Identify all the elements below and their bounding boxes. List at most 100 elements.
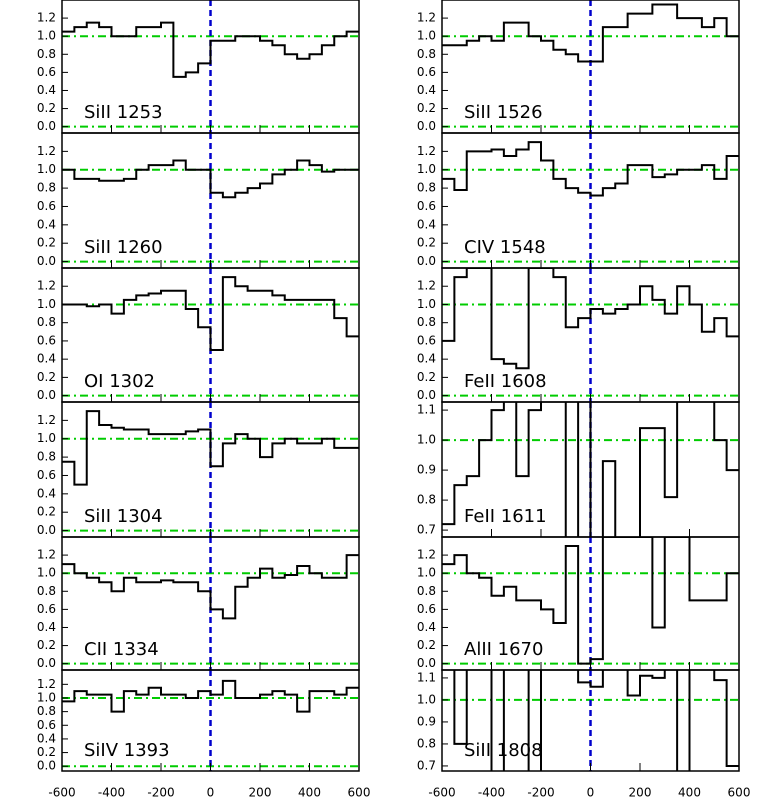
x-tick-label: -400 xyxy=(478,786,505,800)
x-tick-label: 400 xyxy=(298,786,321,800)
panel-label: CII 1334 xyxy=(84,639,159,660)
y-tick-label: 0.6 xyxy=(37,333,56,347)
y-tick-label: 0.6 xyxy=(417,65,436,79)
y-tick-label: 1.2 xyxy=(37,548,56,562)
spectrum xyxy=(442,537,739,665)
y-tick-label: 1.0 xyxy=(417,692,436,706)
y-tick-label: 0.8 xyxy=(37,450,56,464)
x-tick-label: 600 xyxy=(728,786,751,800)
x-tick-label: -200 xyxy=(527,786,554,800)
y-tick-label: 1.2 xyxy=(417,279,436,293)
y-tick-label: 1.0 xyxy=(37,297,56,311)
y-tick-label: 0.8 xyxy=(37,47,56,61)
y-tick-label: 0.4 xyxy=(37,620,56,634)
y-tick-label: 0.4 xyxy=(37,83,56,97)
x-tick-label: 0 xyxy=(207,786,215,800)
y-tick-label: 0.6 xyxy=(37,199,56,213)
spectrum xyxy=(442,268,739,370)
y-tick-label: 0.2 xyxy=(417,101,436,115)
y-tick-label: 0.0 xyxy=(417,388,436,402)
y-tick-label: 0.8 xyxy=(417,493,436,507)
panel-label: SiII 1260 xyxy=(84,237,163,258)
y-tick-label: 1.2 xyxy=(417,11,436,25)
y-tick-label: 0.8 xyxy=(37,315,56,329)
x-tick-label: 0 xyxy=(587,786,595,800)
y-tick-label: 0.9 xyxy=(417,463,436,477)
spectrum xyxy=(442,402,739,537)
panel-label: AlII 1670 xyxy=(464,639,543,660)
spectrum xyxy=(62,554,359,620)
y-tick-label: 0.8 xyxy=(37,704,56,718)
y-tick-label: 1.0 xyxy=(417,162,436,176)
y-tick-label: 0.8 xyxy=(417,584,436,598)
panel-label: SiII 1253 xyxy=(84,102,163,123)
y-tick-label: 0.0 xyxy=(37,119,56,133)
y-tick-label: 0.6 xyxy=(37,602,56,616)
y-tick-label: 0.0 xyxy=(37,254,56,268)
y-tick-label: 0.7 xyxy=(417,758,436,772)
y-tick-label: 0.8 xyxy=(37,584,56,598)
y-tick-label: 0.0 xyxy=(417,254,436,268)
y-tick-label: 0.8 xyxy=(417,736,436,750)
panel-label: SiII 1526 xyxy=(464,102,543,123)
y-tick-label: 0.0 xyxy=(37,656,56,670)
y-tick-label: 0.0 xyxy=(417,119,436,133)
panel-label: SiIV 1393 xyxy=(84,740,170,761)
y-tick-label: 0.2 xyxy=(37,638,56,652)
y-tick-label: 0.2 xyxy=(417,370,436,384)
y-tick-label: 1.0 xyxy=(37,690,56,704)
y-tick-label: 1.2 xyxy=(37,279,56,293)
y-tick-label: 0.2 xyxy=(417,638,436,652)
spectrum xyxy=(62,276,359,352)
y-tick-label: 1.0 xyxy=(37,431,56,445)
y-tick-label: 1.2 xyxy=(37,413,56,427)
y-tick-label: 0.6 xyxy=(37,65,56,79)
panel-label: CIV 1548 xyxy=(464,237,546,258)
panel-label: SiII 1304 xyxy=(84,506,163,527)
panel xyxy=(442,402,739,537)
x-tick-label: -600 xyxy=(48,786,75,800)
y-tick-label: 0.6 xyxy=(37,718,56,732)
y-tick-label: 1.0 xyxy=(417,433,436,447)
y-tick-label: 0.6 xyxy=(417,333,436,347)
y-tick-label: 1.2 xyxy=(37,144,56,158)
y-tick-label: 0.6 xyxy=(417,602,436,616)
y-tick-label: 1.1 xyxy=(417,403,436,417)
y-tick-label: 0.4 xyxy=(37,217,56,231)
y-tick-label: 1.0 xyxy=(417,29,436,43)
spectrum xyxy=(62,410,359,486)
y-tick-label: 1.0 xyxy=(417,566,436,580)
y-tick-label: 1.1 xyxy=(417,670,436,684)
y-tick-label: 0.7 xyxy=(417,523,436,537)
panel-label: FeII 1608 xyxy=(464,371,547,392)
y-tick-label: 0.4 xyxy=(417,83,436,97)
spectrum xyxy=(62,21,359,78)
y-tick-label: 1.2 xyxy=(417,144,436,158)
y-tick-label: 1.2 xyxy=(37,677,56,691)
x-tick-label: -600 xyxy=(428,786,455,800)
y-tick-label: 0.0 xyxy=(37,523,56,537)
y-tick-label: 1.0 xyxy=(417,297,436,311)
y-tick-label: 0.0 xyxy=(37,388,56,402)
x-tick-label: -400 xyxy=(98,786,125,800)
spectrum xyxy=(442,3,739,63)
spectrum xyxy=(442,141,739,197)
y-tick-label: 0.8 xyxy=(417,47,436,61)
y-tick-label: 0.4 xyxy=(37,731,56,745)
panel-label: SiII 1808 xyxy=(464,740,543,761)
y-tick-label: 0.8 xyxy=(37,181,56,195)
y-tick-label: 0.2 xyxy=(37,101,56,115)
y-tick-label: 0.6 xyxy=(417,199,436,213)
x-tick-label: 400 xyxy=(678,786,701,800)
y-tick-label: 0.4 xyxy=(37,352,56,366)
panel-label: FeII 1611 xyxy=(464,506,547,527)
spectrum xyxy=(62,159,359,199)
y-tick-label: 0.0 xyxy=(417,656,436,670)
spectrum xyxy=(62,679,359,713)
y-tick-label: 0.9 xyxy=(417,714,436,728)
y-tick-label: 1.2 xyxy=(37,11,56,25)
y-tick-label: 0.8 xyxy=(417,315,436,329)
panel-label: OI 1302 xyxy=(84,371,155,392)
y-tick-label: 0.2 xyxy=(37,505,56,519)
